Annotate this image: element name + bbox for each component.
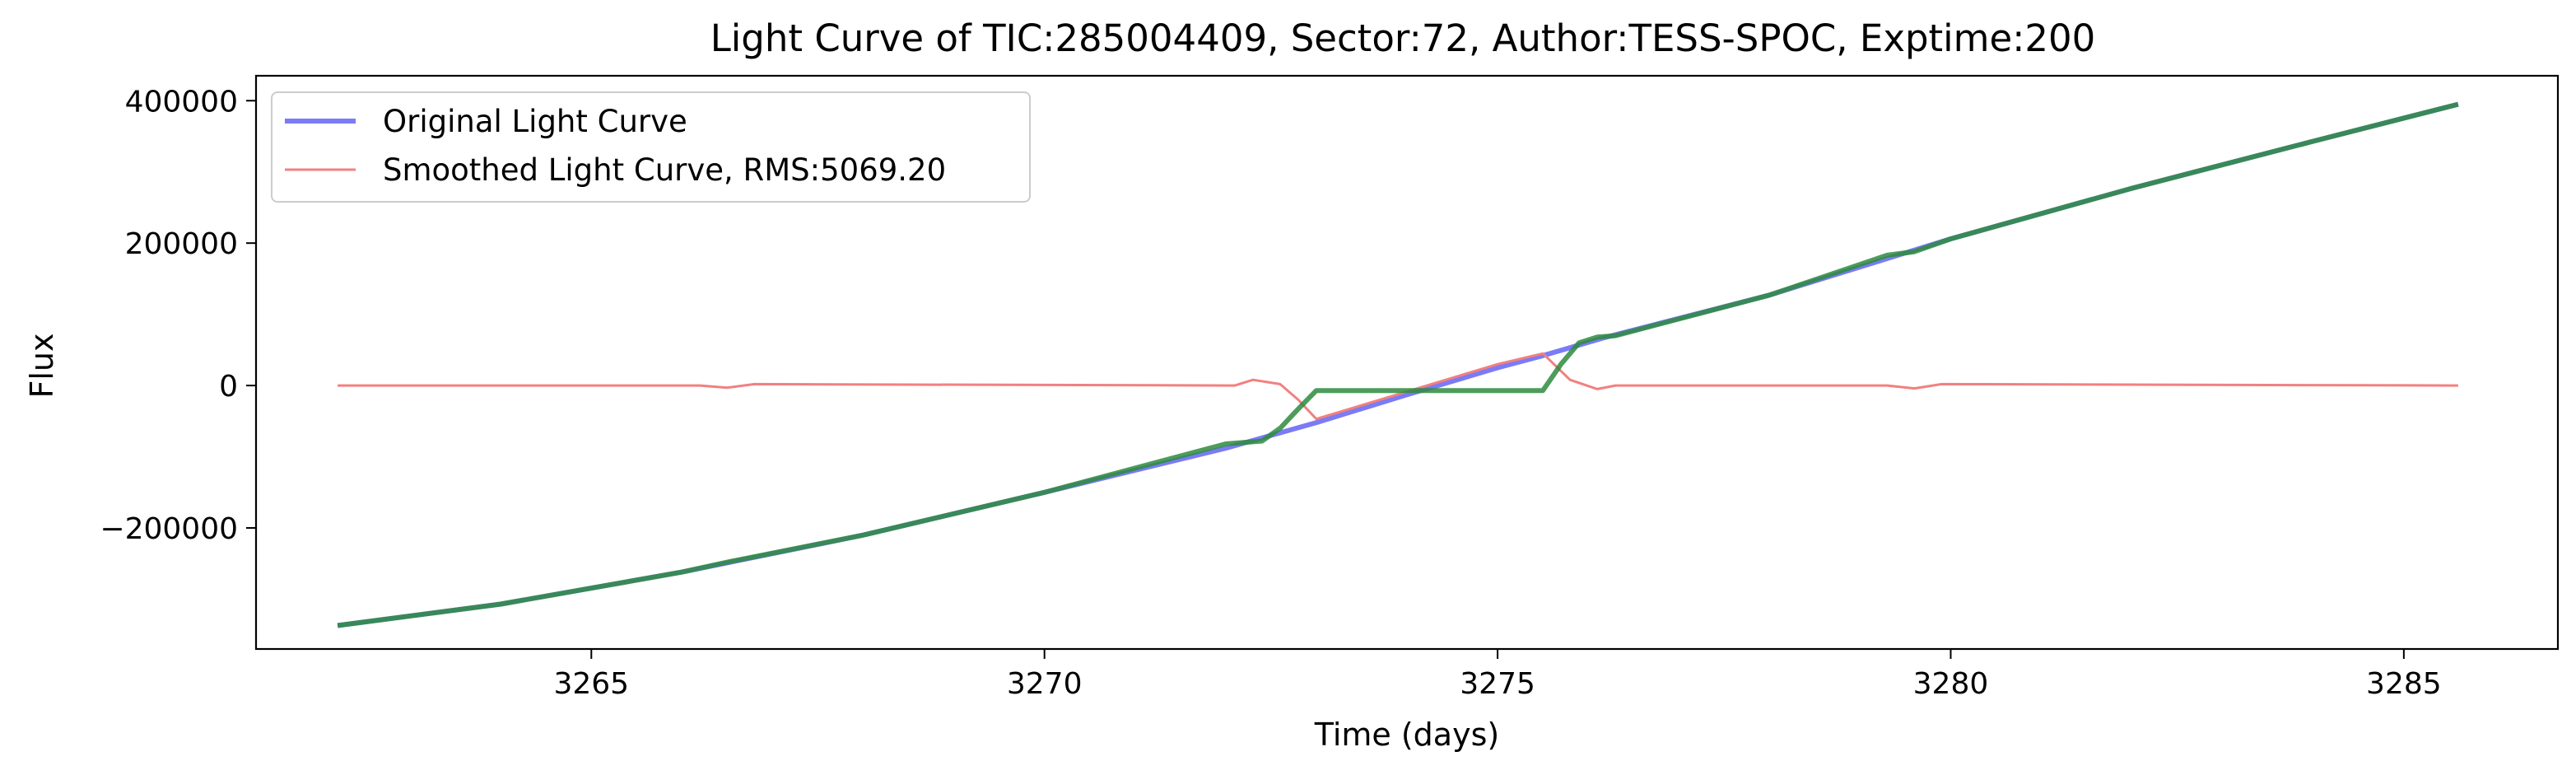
chart-title: Light Curve of TIC:285004409, Sector:72,…	[710, 16, 2096, 60]
series-line-fit	[337, 101, 2459, 628]
legend-label-smoothed: Smoothed Light Curve, RMS:5069.20	[383, 152, 946, 188]
y-tick-label: 400000	[125, 85, 238, 119]
x-axis-label: Time (days)	[1314, 717, 1499, 753]
x-tick-label: 3265	[553, 667, 629, 701]
x-tick-label: 3270	[1007, 667, 1083, 701]
legend: Original Light Curve Smoothed Light Curv…	[271, 91, 1031, 203]
legend-label-original: Original Light Curve	[383, 104, 687, 139]
legend-box	[271, 91, 1031, 203]
x-tick-label: 3275	[1460, 667, 1535, 701]
plot-frame	[254, 74, 2560, 651]
y-tick-label: 0	[219, 370, 238, 404]
y-tick-label: 200000	[125, 227, 238, 261]
x-tick-label: 3280	[1913, 667, 1989, 701]
y-axis-label: Flux	[24, 334, 60, 399]
y-tick-label: −200000	[100, 512, 238, 546]
x-tick-label: 3285	[2366, 667, 2442, 701]
series-line-smoothed	[338, 352, 2458, 421]
